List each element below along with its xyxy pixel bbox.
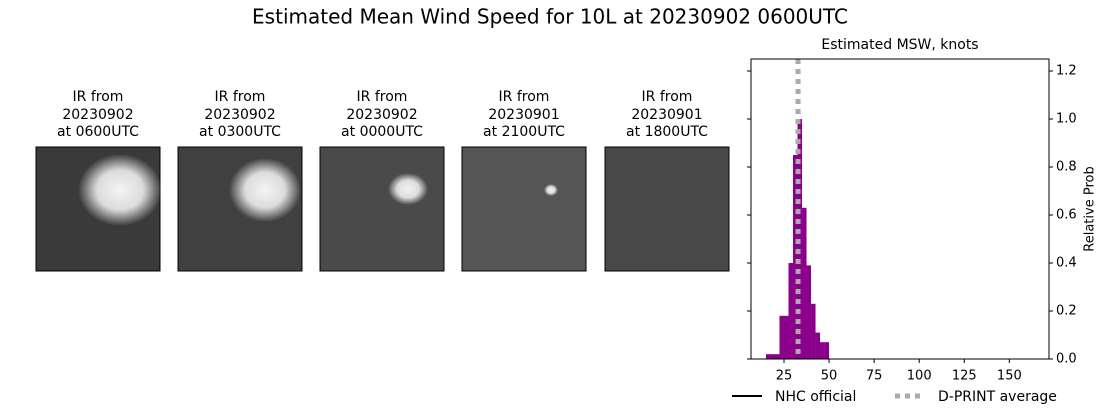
bar	[779, 315, 784, 359]
ir-image	[461, 146, 587, 272]
bar	[793, 155, 798, 359]
bar	[774, 354, 780, 359]
bar	[815, 332, 821, 359]
y-tick-label: 0.2	[1056, 304, 1077, 319]
x-tick-label: 150	[997, 369, 1022, 384]
bar	[788, 263, 794, 359]
x-tick-label: 75	[866, 369, 883, 384]
bar	[824, 342, 830, 359]
y-tick-label: 0.8	[1056, 160, 1077, 175]
bar	[806, 265, 812, 359]
bar	[820, 342, 825, 359]
panel-title: IR from 20230902 at 0000UTC	[341, 89, 423, 140]
x-tick-label: 125	[952, 369, 977, 384]
legend-label: NHC official	[775, 389, 856, 405]
y-tick-label: 1.0	[1056, 112, 1077, 127]
x-tick-label: 50	[821, 369, 838, 384]
x-tick-label: 25	[776, 369, 793, 384]
bar	[802, 207, 807, 359]
bar	[783, 315, 789, 359]
panel-title: IR from 20230901 at 1800UTC	[626, 89, 708, 140]
bar	[811, 303, 816, 359]
ir-image	[319, 146, 445, 272]
ir-image	[177, 146, 303, 272]
x-tick-label: 100	[907, 369, 932, 384]
y-tick-label: 0.0	[1056, 352, 1077, 367]
plot-frame	[750, 58, 1050, 360]
y-tick-label: 0.6	[1056, 208, 1077, 223]
y-axis-label: Relative Prob	[1083, 166, 1098, 251]
panel-title: IR from 20230902 at 0600UTC	[57, 89, 139, 140]
panel-title: IR from 20230901 at 2100UTC	[483, 89, 565, 140]
chart-title: Estimated MSW, knots	[821, 37, 978, 53]
y-tick-label: 0.4	[1056, 256, 1077, 271]
figure-title: Estimated Mean Wind Speed for 10L at 202…	[252, 5, 848, 29]
bar	[765, 354, 771, 359]
ir-image	[604, 146, 730, 272]
panel-title: IR from 20230902 at 0300UTC	[199, 89, 281, 140]
ir-image	[35, 146, 162, 272]
legend-label: D-PRINT average	[938, 389, 1057, 405]
bar	[770, 354, 775, 359]
y-tick-label: 1.2	[1056, 64, 1077, 79]
